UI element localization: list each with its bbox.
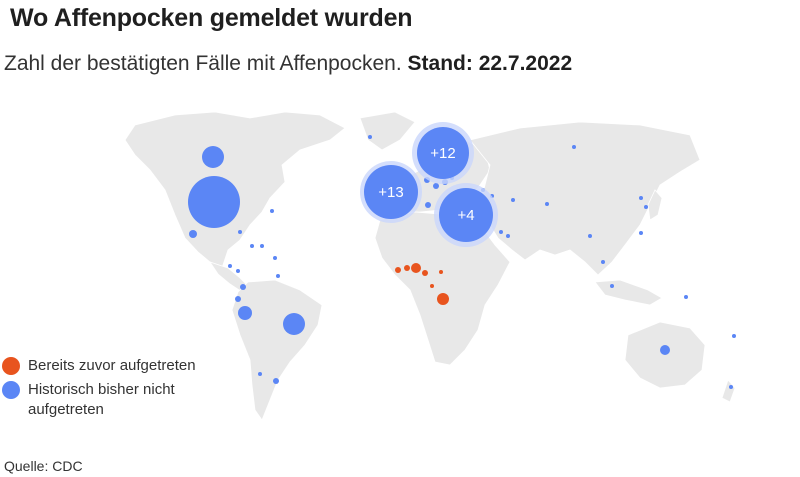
marker-vae <box>545 202 549 206</box>
marker-libanon <box>506 234 510 238</box>
marker-australien <box>660 345 670 355</box>
marker-zentralafrika <box>439 270 443 274</box>
marker-karibik-3 <box>260 244 264 248</box>
landmass-greenland <box>359 111 416 151</box>
cluster-label-westeuropa: +13 <box>378 184 403 201</box>
marker-karibik-2 <box>250 244 254 248</box>
cluster-label-nordeuropa: +12 <box>430 145 455 162</box>
subtitle-text: Zahl der bestätigten Fälle mit Affenpock… <box>4 52 402 75</box>
marker-neuseeland <box>729 385 733 389</box>
marker-kanada <box>202 146 224 168</box>
cluster-bubbles: +12 +13 +4 <box>360 122 498 247</box>
marker-kamerun <box>422 270 428 276</box>
marker-japan <box>639 231 643 235</box>
marker-bermuda <box>270 209 274 213</box>
legend-dot-non-endemic <box>2 381 20 399</box>
marker-thailand <box>601 260 605 264</box>
marker-kolumbien <box>240 284 246 290</box>
marker-karibik-1 <box>238 230 242 234</box>
marker-taiwan <box>644 205 648 209</box>
marker-chile <box>258 372 262 376</box>
subtitle-date: Stand: 22.7.2022 <box>407 52 573 75</box>
cluster-label-suedosteuropa: +4 <box>457 207 474 224</box>
landmass-south-america <box>231 279 323 421</box>
marker-europa-2 <box>433 183 439 189</box>
legend-item-non-endemic: Historisch bisher nicht aufgetreten <box>0 380 208 420</box>
marker-nigeria <box>411 263 421 273</box>
marker-mexiko <box>189 230 197 238</box>
legend-label-endemic: Bereits zuvor aufgetreten <box>28 357 196 374</box>
marker-karibik-4 <box>273 256 277 260</box>
marker-venezuela <box>276 274 280 278</box>
case-markers-endemic <box>395 263 449 305</box>
marker-brasilien <box>283 313 305 335</box>
marker-georgien <box>511 198 515 202</box>
landmass-new-zealand <box>721 379 736 403</box>
marker-peru <box>238 306 252 320</box>
marker-philippinen <box>684 295 688 299</box>
marker-usa <box>188 176 240 228</box>
marker-russland <box>572 145 576 149</box>
legend: Bereits zuvor aufgetreten Historisch bis… <box>0 356 208 424</box>
marker-singapur <box>610 284 614 288</box>
marker-portugal <box>425 202 431 208</box>
page-title: Wo Affenpocken gemeldet wurden <box>10 4 413 32</box>
landmass-asia <box>469 121 701 276</box>
marker-zentralamerika-2 <box>236 269 240 273</box>
cluster-westeuropa: +13 <box>360 161 422 223</box>
marker-israel <box>499 230 503 234</box>
subtitle: Zahl der bestätigten Fälle mit Affenpock… <box>4 52 572 76</box>
marker-westafrika-1 <box>395 267 401 273</box>
marker-argentinien <box>273 378 279 384</box>
marker-indien <box>588 234 592 238</box>
cluster-suedosteuropa: +4 <box>434 183 498 247</box>
cluster-nordeuropa: +12 <box>412 122 474 184</box>
marker-island <box>368 135 372 139</box>
marker-dr-kongo <box>437 293 449 305</box>
marker-suedkorea <box>639 196 643 200</box>
marker-ecuador <box>235 296 241 302</box>
landmass-japan <box>647 189 663 221</box>
landmass-southeast-asia <box>594 279 663 306</box>
legend-dot-endemic <box>2 357 20 375</box>
marker-westafrika-2 <box>404 265 410 271</box>
marker-neukaledonien <box>732 334 736 338</box>
marker-zentralamerika-1 <box>228 264 232 268</box>
legend-label-non-endemic: Historisch bisher nicht aufgetreten <box>28 381 175 418</box>
source-note: Quelle: CDC <box>4 458 83 474</box>
marker-kongo <box>430 284 434 288</box>
case-markers-non-endemic <box>188 135 736 389</box>
legend-item-endemic: Bereits zuvor aufgetreten <box>0 356 208 376</box>
